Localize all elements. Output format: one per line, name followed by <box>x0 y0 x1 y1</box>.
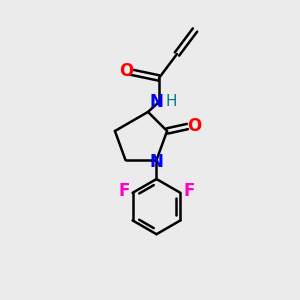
Text: H: H <box>166 94 177 110</box>
Text: O: O <box>119 61 134 80</box>
Text: N: N <box>150 93 164 111</box>
Text: N: N <box>149 153 164 171</box>
Text: F: F <box>118 182 130 200</box>
Text: O: O <box>187 117 201 135</box>
Text: F: F <box>183 182 194 200</box>
